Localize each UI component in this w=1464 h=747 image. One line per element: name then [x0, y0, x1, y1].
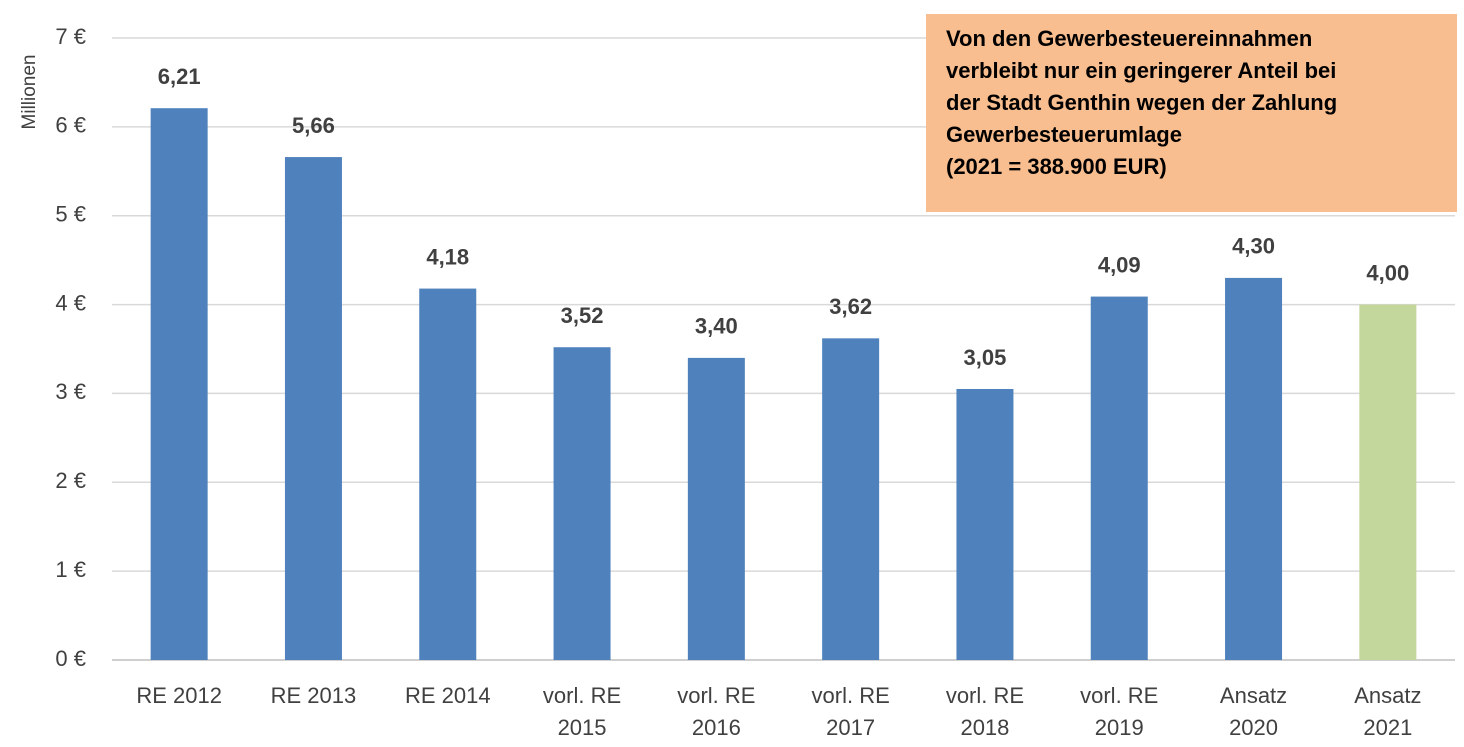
x-tick-label: vorl. RE 2015 — [542, 683, 622, 740]
bar — [150, 108, 208, 660]
bar — [284, 157, 342, 660]
annotation-text: verbleibt nur ein geringerer Anteil bei — [946, 58, 1336, 83]
bar — [687, 357, 745, 660]
y-tick-label: 7 € — [55, 24, 86, 49]
data-label: 3,62 — [829, 294, 872, 319]
x-tick-label: vorl. RE 2019 — [1080, 683, 1159, 740]
data-label: 4,30 — [1232, 234, 1275, 259]
y-axis-label: Millionen — [19, 55, 40, 130]
annotation-text: (2021 = 388.900 EUR) — [946, 154, 1167, 179]
bar — [419, 288, 477, 660]
bar — [956, 388, 1014, 660]
data-label: 4,09 — [1098, 252, 1141, 277]
y-tick-label: 0 € — [55, 646, 86, 671]
bar — [822, 338, 880, 660]
data-label: 3,52 — [561, 303, 604, 328]
data-label: 3,40 — [695, 314, 738, 339]
x-tick-label: Ansatz 2021 — [1354, 683, 1422, 740]
x-tick-label: RE 2013 — [270, 683, 357, 708]
x-tick-label: RE 2014 — [404, 683, 491, 708]
data-label: 5,66 — [292, 113, 335, 138]
x-tick-label: vorl. RE 2018 — [945, 683, 1025, 740]
y-tick-label: 2 € — [55, 468, 86, 493]
bar — [553, 347, 611, 660]
x-tick-label: vorl. RE 2016 — [677, 683, 756, 740]
annotation-text: Gewerbesteuerumlage — [946, 122, 1182, 147]
x-tick-label: Ansatz 2020 — [1219, 683, 1288, 740]
bar — [1359, 304, 1417, 660]
data-label: 6,21 — [158, 64, 201, 89]
y-tick-label: 5 € — [55, 202, 86, 227]
bar — [1090, 296, 1148, 660]
y-tick-label: 6 € — [55, 113, 86, 138]
annotation-text: der Stadt Genthin wegen der Zahlung — [946, 90, 1337, 115]
data-label: 4,18 — [426, 244, 469, 269]
data-label: 4,00 — [1366, 260, 1409, 285]
y-tick-label: 3 € — [55, 379, 86, 404]
bar — [1225, 277, 1283, 660]
annotation-box — [926, 14, 1457, 212]
x-tick-label: RE 2012 — [136, 683, 222, 708]
y-tick-label: 1 € — [55, 557, 86, 582]
x-tick-label: vorl. RE 2017 — [811, 683, 890, 740]
annotation-text: Von den Gewerbesteuereinnahmen — [946, 26, 1312, 51]
y-tick-label: 4 € — [55, 290, 86, 315]
data-label: 3,05 — [964, 345, 1007, 370]
